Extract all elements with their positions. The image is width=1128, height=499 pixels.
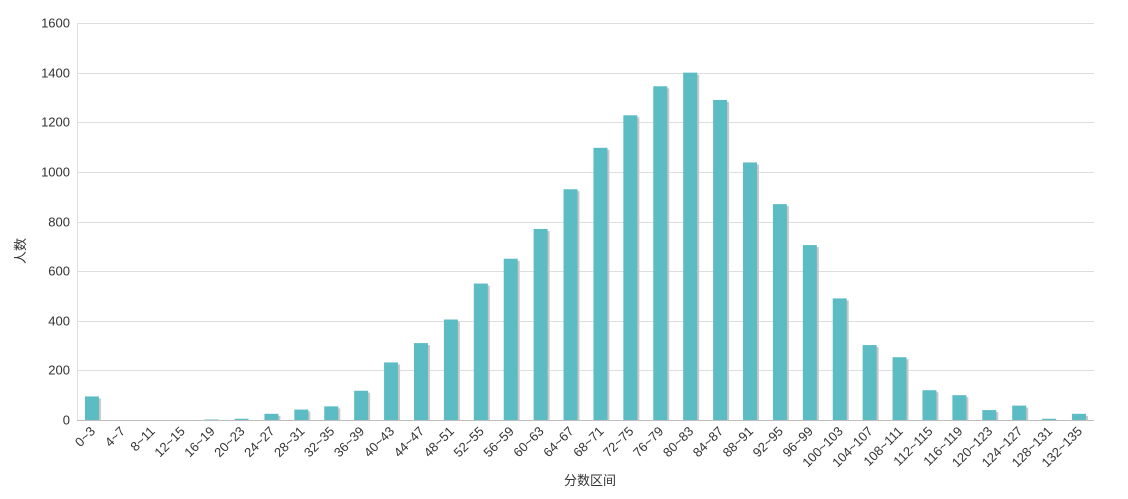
- x-tick-label: 28~31: [271, 424, 307, 460]
- x-tick-label: 0~3: [72, 424, 98, 450]
- x-tick-label: 80~83: [660, 424, 696, 460]
- x-tick-label: 16~19: [181, 424, 217, 460]
- y-tick-labels: 0 200 400 600 800 1000 1200 1400 1600: [41, 16, 70, 428]
- bar: [324, 406, 339, 420]
- bar: [354, 390, 369, 420]
- bar: [413, 343, 428, 420]
- bar: [533, 228, 548, 420]
- y-tick-label: 1600: [41, 16, 70, 31]
- y-tick-label: 1200: [41, 115, 70, 130]
- x-tick-label: 44~47: [391, 424, 427, 460]
- bar: [952, 395, 967, 420]
- y-tick-label: 200: [48, 363, 70, 378]
- gridlines: [77, 23, 1094, 421]
- y-tick-label: 600: [48, 264, 70, 279]
- x-tick-label: 56~59: [480, 424, 516, 460]
- bar: [623, 115, 638, 421]
- y-tick-label: 800: [48, 215, 70, 230]
- bar: [922, 390, 937, 420]
- x-tick-label: 72~75: [600, 424, 636, 460]
- bar: [772, 204, 787, 420]
- x-tick-label: 4~7: [102, 424, 128, 450]
- bar: [832, 298, 847, 420]
- y-tick-label: 1000: [41, 165, 70, 180]
- bar: [294, 409, 309, 420]
- bar: [264, 413, 279, 420]
- y-tick-label: 400: [48, 314, 70, 329]
- bar: [84, 396, 99, 420]
- x-tick-label: 20~23: [211, 424, 247, 460]
- bar: [593, 147, 608, 420]
- bar: [862, 345, 877, 420]
- bar: [713, 99, 728, 420]
- bar: [892, 357, 907, 420]
- bars: [84, 72, 1089, 421]
- x-tick-label: 12~15: [151, 424, 187, 460]
- x-tick-label: 52~55: [451, 424, 487, 460]
- x-tick-label: 48~51: [421, 424, 457, 460]
- x-tick-label: 40~43: [361, 424, 397, 460]
- bar: [563, 189, 578, 420]
- x-tick-label: 64~67: [540, 424, 576, 460]
- bar: [982, 410, 997, 420]
- bar: [473, 283, 488, 420]
- bar: [1012, 405, 1027, 420]
- bar: [443, 319, 458, 420]
- x-tick-label: 60~63: [510, 424, 546, 460]
- y-tick-label: 1400: [41, 66, 70, 81]
- bar: [743, 162, 758, 421]
- x-axis-title: 分数区间: [564, 474, 616, 489]
- x-tick-label: 36~39: [331, 424, 367, 460]
- bar: [683, 72, 698, 420]
- x-tick-label: 76~79: [630, 424, 666, 460]
- x-tick-label: 32~35: [301, 424, 337, 460]
- y-tick-label: 0: [63, 413, 70, 428]
- bar: [503, 258, 518, 420]
- bar: [234, 418, 249, 420]
- x-tick-label: 24~27: [241, 424, 277, 460]
- x-tick-labels: 0~3 4~7 8~1112~1516~1920~2324~2728~3132~35…: [72, 424, 1085, 471]
- y-axis-title: 人数: [14, 238, 29, 264]
- bar: [802, 245, 817, 420]
- x-tick-label: 92~95: [750, 424, 786, 460]
- x-tick-label: 88~91: [720, 424, 756, 460]
- bar: [1042, 418, 1057, 420]
- x-tick-label: 68~71: [570, 424, 606, 460]
- bar: [1072, 413, 1087, 420]
- bar: [653, 86, 668, 420]
- x-tick-label: 84~87: [690, 424, 726, 460]
- bar: [384, 362, 399, 420]
